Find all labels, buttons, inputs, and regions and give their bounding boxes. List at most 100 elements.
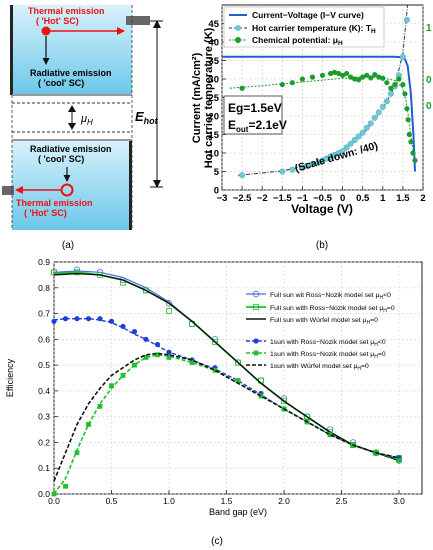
b-legend-temp-swatch bbox=[235, 25, 241, 31]
bottom-left-contact bbox=[2, 186, 14, 195]
b-y-tick-label: 15 bbox=[208, 130, 219, 141]
b-temp-point bbox=[339, 148, 346, 155]
bottom-hot-label: ( 'Hot' SC) bbox=[24, 208, 67, 218]
ehot-arrow-head-up bbox=[153, 20, 161, 28]
c-point-2 bbox=[143, 287, 149, 294]
c-point-4 bbox=[166, 349, 172, 355]
b-temp-point bbox=[289, 166, 296, 173]
hot-carrier-dot bbox=[41, 26, 51, 36]
c-y-tick-label: 0.4 bbox=[38, 386, 50, 396]
b-x-tick-label: 0.5 bbox=[356, 193, 370, 204]
b-x-tick-label: 1.5 bbox=[396, 193, 410, 204]
top-left-contact bbox=[10, 5, 13, 95]
b-x-tick-label: −2.5 bbox=[233, 193, 252, 204]
b-mu-point bbox=[404, 106, 410, 112]
c-legend-label: 1sun with Ross−Nozik model set μH=0 bbox=[270, 351, 386, 360]
b-legend: Current−Voltage (I−V curve) Hot carrier … bbox=[223, 6, 385, 48]
bottom-radiative-label: Radiative emission bbox=[30, 144, 112, 154]
top-hot-label: ( 'Hot' SC) bbox=[36, 16, 79, 26]
b-right-tick-label: 0 bbox=[426, 101, 432, 112]
b-mu-point bbox=[289, 80, 295, 86]
b-mu-point bbox=[356, 77, 362, 83]
c-point-5 bbox=[86, 422, 91, 427]
c-y-tick-label: 0.1 bbox=[38, 463, 50, 473]
b-temp-point bbox=[343, 144, 350, 151]
b-mu-point bbox=[402, 91, 408, 97]
b-annotation-box bbox=[223, 95, 283, 135]
c-point-5 bbox=[74, 450, 80, 456]
b-y-axis-label-2: Hot carrier temperature (K) bbox=[203, 27, 215, 168]
c-point-5 bbox=[97, 403, 103, 409]
b-y-tick-label: 25 bbox=[208, 93, 219, 104]
c-point-5 bbox=[258, 393, 264, 399]
b-temp-point bbox=[359, 129, 366, 136]
c-point-4 bbox=[51, 318, 57, 324]
b-x-tick-label: 1 bbox=[380, 193, 386, 204]
c-point-2 bbox=[304, 413, 310, 420]
b-mu-point bbox=[340, 72, 346, 78]
bottom-thermal-label: Thermal emission bbox=[16, 198, 93, 208]
c-point-4 bbox=[85, 316, 92, 322]
mu-arrow-head-up bbox=[68, 105, 76, 112]
c-point-2 bbox=[212, 339, 218, 345]
b-mu-point bbox=[388, 85, 394, 91]
c-y-axis-label: Efficiency bbox=[5, 358, 15, 397]
panel-c-chart: 0.0 0.5 1.0 1.5 2.0 2.5 3.0 0.0 0.1 0.2 0.3 0.4 0.5… bbox=[5, 257, 423, 547]
c-grid bbox=[53, 261, 422, 495]
b-y-tick-label: 40 bbox=[208, 38, 219, 49]
b-mu-point bbox=[384, 80, 390, 86]
c-point-1 bbox=[165, 300, 173, 307]
b-mu-point bbox=[309, 74, 316, 80]
b-temp-point bbox=[383, 98, 390, 105]
b-mu-point bbox=[412, 157, 418, 163]
c-legend-label: Full sun with Würfel model set μH=0 bbox=[270, 317, 378, 326]
bottom-cool-label: ( 'cool' SC) bbox=[38, 154, 84, 164]
b-mu-point bbox=[335, 70, 342, 77]
panel-b-chart: −3 −2.5 −2 −1.5 −1 −0.5 0 0.5 1 1.5 2 051015202530… bbox=[191, 4, 432, 251]
b-y-tick-label: 20 bbox=[208, 112, 219, 123]
b-mu-point bbox=[344, 70, 350, 77]
b-legend-box bbox=[223, 6, 385, 48]
c-point-5 bbox=[396, 458, 402, 463]
b-temp-point bbox=[367, 120, 374, 127]
b-mu-point bbox=[319, 72, 326, 78]
b-temp-point bbox=[375, 109, 382, 116]
c-point-4 bbox=[108, 318, 115, 324]
c-point-5 bbox=[235, 378, 241, 383]
ehot-label: Ehot bbox=[135, 109, 159, 126]
b-y-axis-label-1: Current (mA/cm²) bbox=[191, 52, 203, 143]
b-y-tick-label: 35 bbox=[208, 56, 219, 67]
c-y-tick-label: 0.5 bbox=[38, 360, 50, 370]
top-thermal-label: Thermal emission bbox=[28, 6, 105, 16]
c-legend-label: Full sun wit Ross−Nozik model set μH<0 bbox=[270, 292, 391, 301]
c-point-5 bbox=[166, 354, 172, 360]
b-temp-point bbox=[355, 133, 362, 140]
c-legend-marker bbox=[253, 304, 259, 310]
ehot-arrow-head-down bbox=[153, 180, 161, 188]
c-legend-marker bbox=[252, 290, 260, 298]
b-mu-point bbox=[352, 76, 358, 82]
b-temp-point bbox=[387, 90, 394, 97]
b-temp-point bbox=[351, 137, 358, 144]
b-x-axis-label: Voltage (V) bbox=[291, 202, 353, 216]
c-point-5 bbox=[63, 483, 68, 489]
c-x-tick-label: 0.0 bbox=[48, 496, 60, 506]
b-x-tick-label: −2 bbox=[257, 193, 268, 204]
c-y-tick-label: 0.7 bbox=[38, 309, 50, 319]
b-x-tick-label: −0.5 bbox=[313, 193, 332, 204]
b-y-ticks: 0 5 10 15 20 25 30 35 40 45 bbox=[208, 19, 226, 197]
c-y-tick-label: 0.6 bbox=[38, 334, 50, 344]
mu-h-label: μH bbox=[80, 113, 93, 127]
b-y-tick-label: 45 bbox=[208, 19, 219, 30]
b-mu-point bbox=[396, 76, 402, 82]
b-y-tick-label: 0 bbox=[214, 186, 219, 197]
mu-arrow-head-down bbox=[68, 123, 76, 130]
c-point-2 bbox=[166, 308, 172, 314]
b-series bbox=[222, 5, 418, 179]
c-y-tick-label: 0.8 bbox=[38, 283, 50, 293]
b-temp-point bbox=[239, 172, 246, 179]
hot-sc-bottom-box bbox=[12, 140, 132, 230]
b-mu-point bbox=[408, 139, 414, 145]
top-cool-label: ( 'cool' SC) bbox=[38, 78, 84, 88]
b-series-clipped bbox=[222, 5, 418, 179]
